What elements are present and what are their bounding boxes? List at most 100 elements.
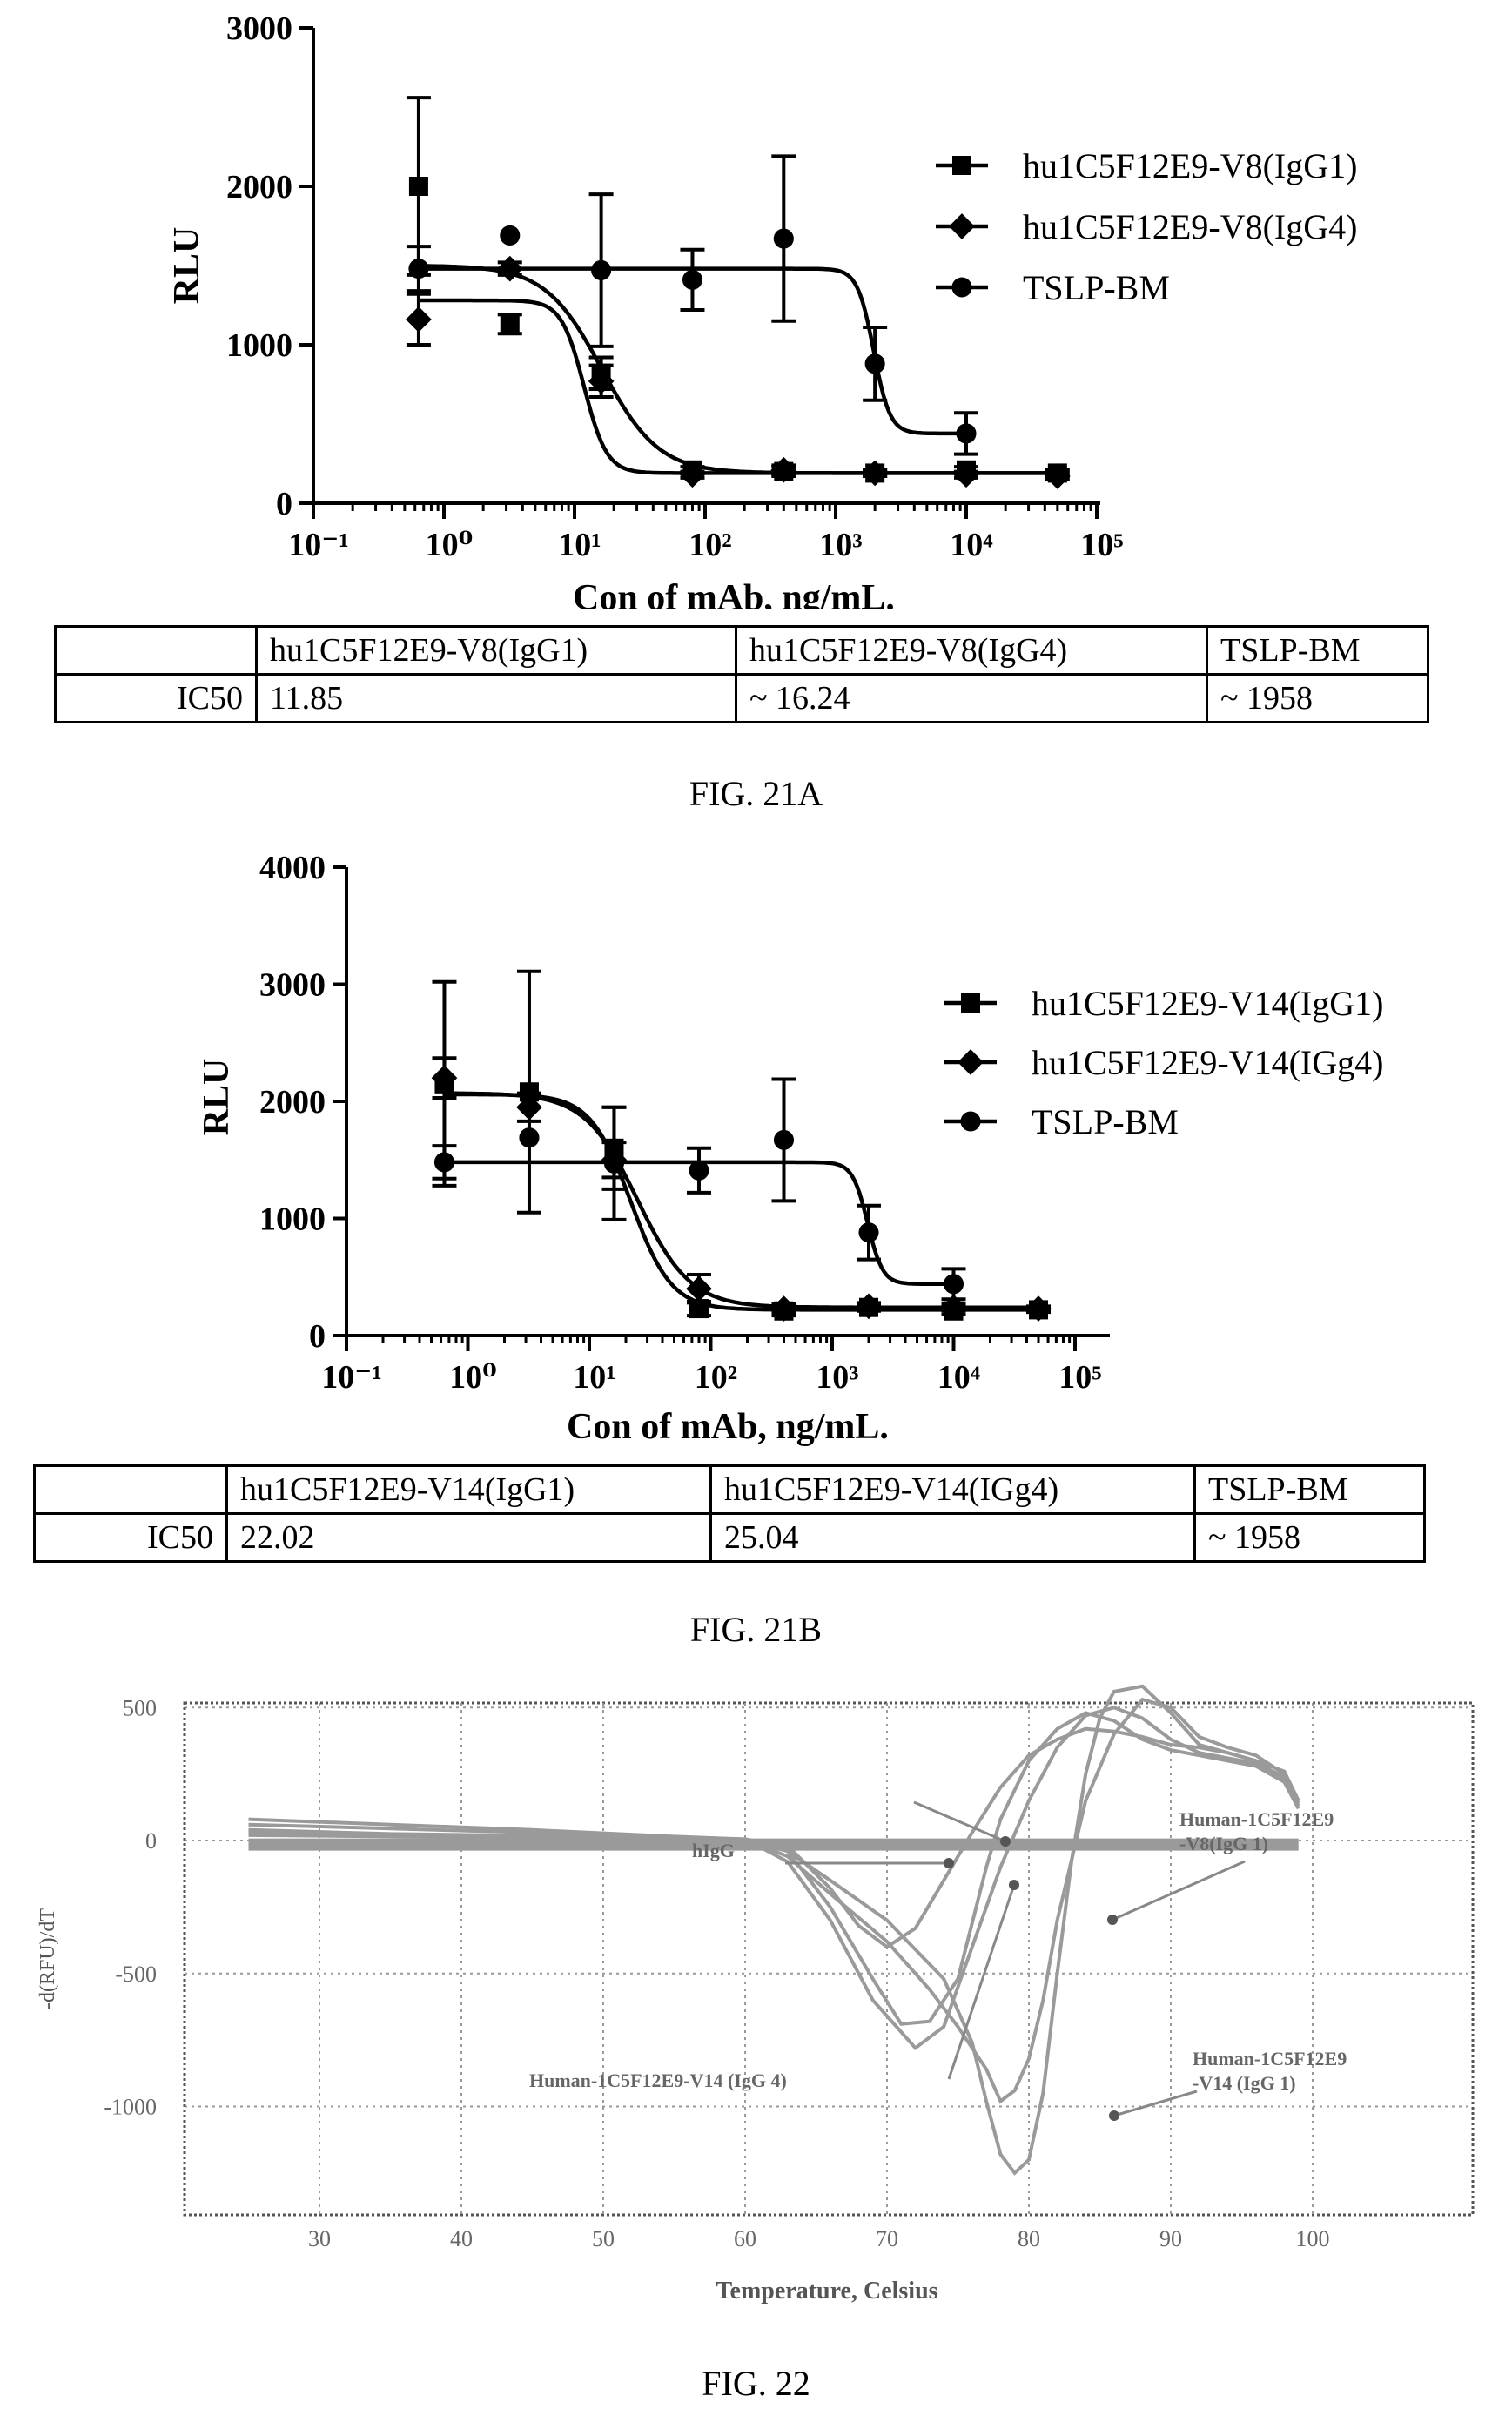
- fig22-y-tick-label: 0: [145, 1828, 157, 1854]
- b-point-circle: [773, 1129, 795, 1150]
- b-legend-label: hu1C5F12E9-V14(IgG1): [1032, 984, 1383, 1023]
- fig22-x-tick-label: 60: [734, 2226, 756, 2251]
- table-cell: hu1C5F12E9-V8(IgG4): [735, 625, 1208, 676]
- fig22-y-axis-label: -d(RFU)/dT: [37, 1908, 59, 2009]
- fig22-annotation-leader: [1112, 1860, 1246, 1921]
- b-x-tick-label: 10¹: [573, 1359, 615, 1396]
- table-cell: 22.02: [225, 1512, 712, 1563]
- a-point-square: [500, 314, 520, 334]
- fig21a-chart: 0 1000 2000 3000 10⁻¹ 10⁰ 10¹ 10² 10³ 10⁴ 10⁵ RLU…: [167, 10, 1357, 609]
- fig22-y-tick-label: 500: [123, 1695, 157, 1720]
- fig22-x-tick-label: 30: [308, 2226, 331, 2251]
- table-cell: hu1C5F12E9-V8(IgG1): [255, 625, 737, 676]
- figure-caption: FIG. 22: [702, 2364, 810, 2403]
- b-x-tick-label: 10⁻¹: [321, 1359, 381, 1396]
- b-legend-marker: [960, 1111, 981, 1132]
- b-y-tick-label: 2000: [259, 1084, 326, 1121]
- a-legend-marker: [951, 277, 972, 298]
- table-cell: ~ 16.24: [735, 673, 1208, 723]
- b-point-circle: [433, 1152, 455, 1173]
- fig22-chart: 500 0 -500 -1000 30 40 50 60 70 80 90 100 Human-1C…: [37, 1684, 1475, 2305]
- b-x-tick-label: 10⁰: [449, 1359, 497, 1396]
- a-point-diamond: [496, 255, 523, 282]
- fig22-x-axis-label: Temperature, Celsius: [716, 2278, 937, 2305]
- a-point-diamond: [679, 461, 706, 488]
- fig21b-y-axis-label: RLU: [197, 1059, 237, 1136]
- fig22-annotation-leader: [947, 1884, 1016, 2080]
- b-y-tick-label: 1000: [259, 1201, 326, 1238]
- table-row: IC50 22.02 25.04 ~ 1958: [33, 1512, 1426, 1563]
- a-x-tick-label: 10³: [819, 527, 862, 563]
- fig22-melt-curve: [248, 1706, 1300, 2051]
- table-cell: IC50: [33, 1512, 228, 1563]
- fig22-annotation-point: [1000, 1836, 1011, 1847]
- a-x-tick-label: 10⁴: [950, 527, 993, 563]
- b-x-tick-label: 10⁵: [1058, 1359, 1101, 1396]
- a-x-tick-label: 10⁰: [426, 527, 474, 563]
- b-x-tick-label: 10⁴: [937, 1359, 981, 1396]
- b-point-circle: [943, 1274, 964, 1295]
- fig22-annotation-label: Human-1C5F12E9-V14 (IgG 4): [529, 2069, 787, 2091]
- fig21b-chart: 0 1000 2000 3000 4000 10⁻¹ 10⁰ 10¹ 10² 10³ 10⁴ 10⁵…: [197, 850, 1383, 1447]
- a-fit-curve-diamond: [418, 264, 1056, 475]
- fig21a-ic50-table: hu1C5F12E9-V8(IgG1) hu1C5F12E9-V8(IgG4) …: [54, 625, 1429, 723]
- a-legend-label: hu1C5F12E9-V8(IgG1): [1023, 146, 1357, 185]
- a-x-tick-label: 10⁻¹: [288, 527, 348, 563]
- a-point-square: [408, 177, 428, 196]
- table-cell: TSLP-BM: [1206, 625, 1429, 676]
- fig22-x-tick-label: 100: [1296, 2226, 1330, 2251]
- a-legend-marker: [952, 156, 971, 175]
- fig22-x-tick-label: 90: [1159, 2226, 1182, 2251]
- a-point-circle: [864, 353, 885, 374]
- a-point-diamond: [406, 306, 432, 333]
- fig22-annotation-point: [1009, 1880, 1019, 1890]
- table-cell: [33, 1464, 228, 1515]
- table-cell: hu1C5F12E9-V14(IGg4): [709, 1464, 1196, 1515]
- a-x-tick-label: 10²: [689, 527, 731, 563]
- fig22-annotation-leader: [1113, 2090, 1198, 2117]
- a-point-diamond: [770, 456, 797, 483]
- b-x-tick-label: 10²: [695, 1359, 737, 1396]
- a-y-tick-label: 0: [276, 486, 292, 522]
- a-y-tick-label: 3000: [226, 10, 292, 47]
- table-header-row: hu1C5F12E9-V8(IgG1) hu1C5F12E9-V8(IgG4) …: [54, 625, 1429, 676]
- fig21b-x-axis-label: Con of mAb, ng/mL.: [567, 1407, 889, 1447]
- a-point-circle: [956, 423, 977, 444]
- a-point-diamond: [953, 461, 979, 488]
- a-legend-marker: [949, 213, 975, 239]
- a-y-tick-label: 2000: [226, 169, 292, 205]
- b-point-diamond: [516, 1094, 542, 1121]
- fig22-annotation-leader: [913, 1800, 1006, 1843]
- fig22-annotation-label: hIgG: [692, 1840, 735, 1861]
- fig22-annotation-point: [1107, 1915, 1118, 1925]
- a-point-diamond: [1044, 463, 1071, 489]
- b-y-tick-label: 0: [309, 1318, 326, 1355]
- table-cell: [54, 625, 258, 676]
- b-point-diamond: [686, 1275, 712, 1302]
- fig22-annotation-point: [944, 1858, 954, 1868]
- a-point-diamond: [862, 460, 889, 487]
- b-point-diamond: [1025, 1295, 1052, 1322]
- table-header-row: hu1C5F12E9-V14(IgG1) hu1C5F12E9-V14(IGg4…: [33, 1464, 1426, 1515]
- fig21a-x-axis-label: Con of mAb, ng/mL.: [573, 578, 895, 609]
- table-row: IC50 11.85 ~ 16.24 ~ 1958: [54, 673, 1429, 723]
- b-legend-marker: [961, 993, 980, 1013]
- fig22-melt-curve: [248, 1697, 1300, 2104]
- fig22-x-tick-label: 50: [592, 2226, 615, 2251]
- a-y-tick-label: 1000: [226, 327, 292, 364]
- fig22-x-tick-label: 70: [876, 2226, 898, 2251]
- a-point-diamond: [588, 368, 615, 394]
- table-cell: ~ 1958: [1193, 1512, 1426, 1563]
- b-y-tick-label: 3000: [259, 967, 326, 1004]
- b-legend-marker: [958, 1049, 984, 1075]
- b-point-circle: [689, 1160, 709, 1181]
- a-point-circle: [408, 259, 429, 279]
- figure-caption: FIG. 21B: [689, 1610, 823, 1649]
- b-legend-label: TSLP-BM: [1032, 1102, 1179, 1141]
- a-legend-label: TSLP-BM: [1023, 268, 1170, 307]
- fig22-x-tick-label: 80: [1018, 2226, 1040, 2251]
- fig22-melt-curve: [248, 1711, 1300, 2026]
- b-legend-label: hu1C5F12E9-V14(IGg4): [1032, 1043, 1383, 1082]
- b-fit-curve-diamond: [444, 1091, 1038, 1309]
- table-cell: TSLP-BM: [1193, 1464, 1426, 1515]
